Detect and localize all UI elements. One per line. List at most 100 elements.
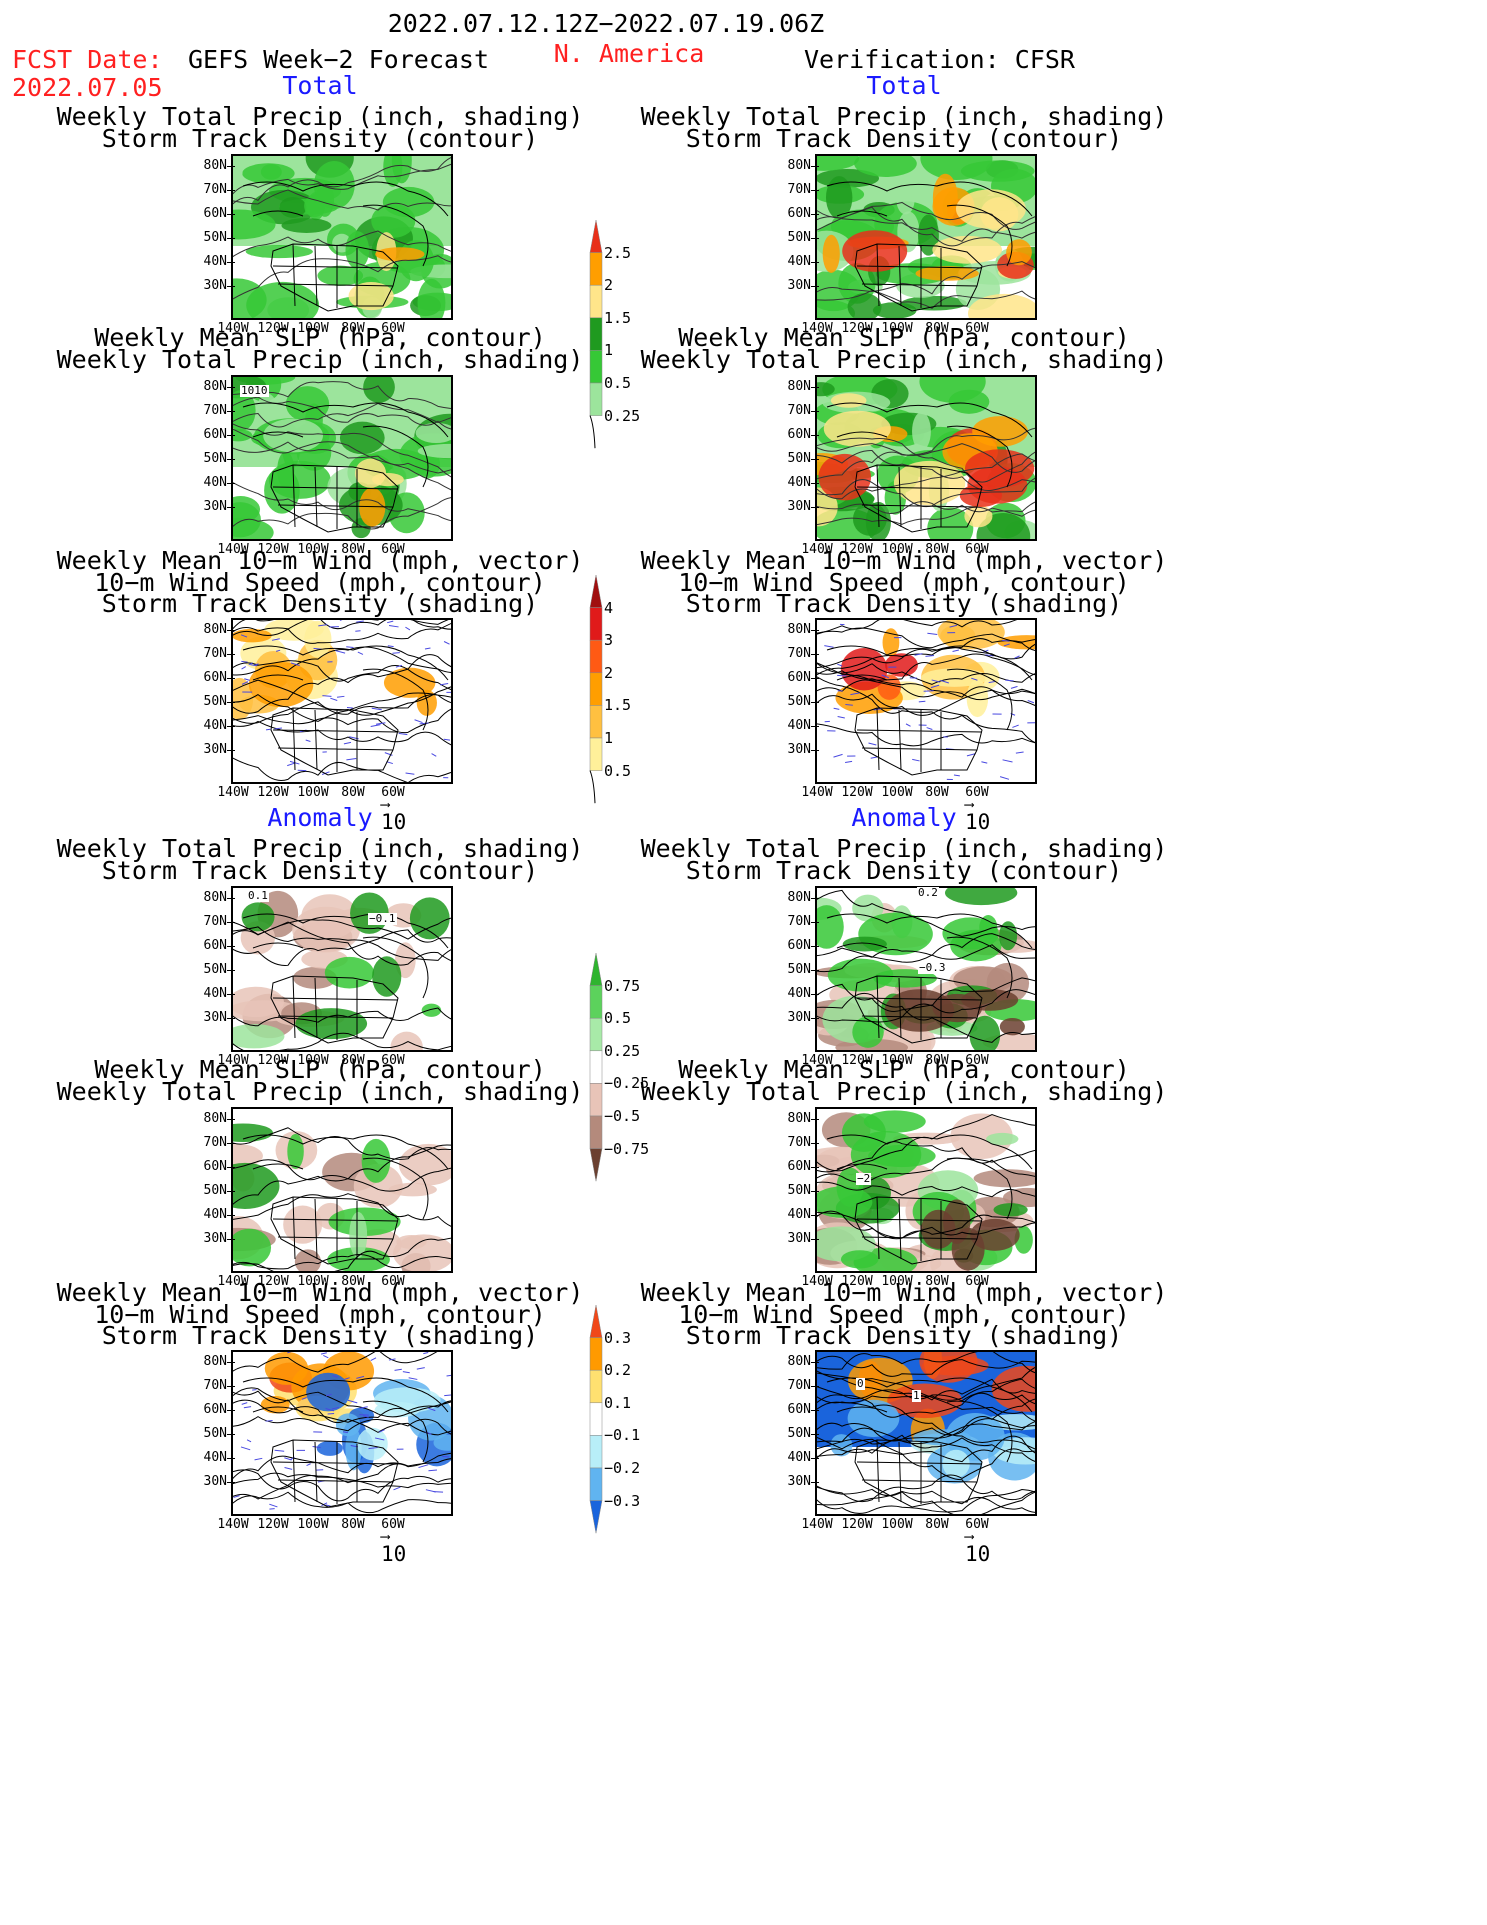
shading-blob <box>945 1413 1005 1461</box>
latitude-label: 60N <box>203 670 227 685</box>
vector-reference: ⟶ 10 <box>381 1530 406 1566</box>
latitude-label: 30N <box>787 1474 811 1489</box>
wind-vector <box>424 647 431 650</box>
longitude-label: 140W <box>801 785 833 800</box>
colorbar-label: −0.1 <box>604 1426 641 1445</box>
colorbar-segment <box>589 1083 603 1117</box>
latitude-tick <box>227 702 235 703</box>
shading-blob <box>896 184 915 215</box>
map-panel <box>815 375 1037 541</box>
shading-blob <box>991 1365 1035 1412</box>
wind-vector <box>416 1367 425 1370</box>
wind-vector <box>423 1352 429 1355</box>
wind-vector <box>287 762 295 767</box>
shading-blob <box>830 393 867 408</box>
longitude-label: 80W <box>341 321 365 336</box>
wind-vector <box>290 662 300 666</box>
latitude-label: 30N <box>203 278 227 293</box>
latitude-label: 30N <box>787 1231 811 1246</box>
longitude-label: 140W <box>801 1053 833 1068</box>
shading-blob <box>372 956 402 997</box>
latitude-tick <box>811 630 819 631</box>
shading-blob <box>940 624 976 648</box>
wind-vector <box>388 1358 396 1361</box>
contour-line <box>233 1452 451 1500</box>
latitude-label: 70N <box>787 403 811 418</box>
longitude-label: 100W <box>881 1274 913 1289</box>
usa-states-outline <box>854 1439 983 1508</box>
contour-line <box>817 1490 1035 1513</box>
colorbar-label: 1.5 <box>604 696 632 715</box>
longitude-label: 60W <box>381 1274 405 1289</box>
shading-blob <box>944 888 1018 906</box>
wind-vector <box>346 757 357 761</box>
contour-line <box>817 670 1035 698</box>
left-anomaly-heading: Anomaly <box>267 803 373 832</box>
latitude-label: 50N <box>787 962 811 977</box>
colorbar-segment <box>589 1500 603 1534</box>
wind-vector <box>254 1457 263 1461</box>
contour-line <box>817 501 1035 526</box>
latitude-tick <box>227 630 235 631</box>
panel-title-line: Storm Track Density (shading) <box>101 1321 539 1350</box>
wind-vector <box>868 742 877 746</box>
panel-title-line: Storm Track Density (shading) <box>685 1321 1123 1350</box>
latitude-label: 50N <box>787 1426 811 1441</box>
shading-blob <box>398 1143 451 1186</box>
panel-title-line: Weekly Total Precip (inch, shading) <box>640 834 1168 863</box>
wind-vector <box>418 1464 429 1469</box>
latitude-tick <box>811 1215 819 1216</box>
latitude-tick <box>227 1434 235 1435</box>
shading-blob <box>246 281 320 318</box>
wind-vector <box>370 1357 377 1361</box>
latitude-label: 30N <box>787 742 811 757</box>
wind-vector <box>244 678 251 681</box>
contour-label: 0.1 <box>247 889 269 902</box>
latitude-label: 80N <box>787 379 811 394</box>
shading-blob <box>233 1123 273 1143</box>
colorbar-label: 1.5 <box>604 308 632 327</box>
map-plot <box>233 1352 451 1514</box>
contour-label: −2 <box>856 1172 872 1185</box>
shading-blob <box>357 1427 388 1461</box>
date-range: 2022.07.12.12Z−2022.07.19.06Z <box>387 9 825 38</box>
contour-line <box>233 1193 451 1227</box>
longitude-label: 100W <box>297 542 329 557</box>
latitude-label: 80N <box>203 1354 227 1369</box>
usa-states-outline <box>854 975 983 1044</box>
latitude-label: 50N <box>203 694 227 709</box>
map-plot <box>233 156 451 318</box>
vector-reference: ⟶ 10 <box>381 798 406 834</box>
contour-line <box>817 643 1035 676</box>
latitude-label: 40N <box>787 475 811 490</box>
wind-vector <box>870 756 878 759</box>
shading-blob <box>986 1132 1019 1146</box>
contour-line <box>817 289 1035 309</box>
shading-blob <box>966 679 989 718</box>
longitude-label: 120W <box>257 542 289 557</box>
wind-vector <box>405 772 415 775</box>
contour-line <box>233 654 451 714</box>
wind-vector <box>1015 751 1024 754</box>
contour-line <box>817 453 1035 500</box>
longitude-label: 100W <box>881 321 913 336</box>
longitude-label: 140W <box>217 1274 249 1289</box>
contour-line <box>817 676 1035 744</box>
contour-line <box>817 1141 1035 1177</box>
shading-blob <box>260 1395 290 1414</box>
contour-line <box>233 646 451 676</box>
longitude-label: 120W <box>841 321 873 336</box>
latitude-label: 70N <box>787 1135 811 1150</box>
contour-line <box>817 944 1035 963</box>
longitude-label: 140W <box>801 1517 833 1532</box>
wind-vector <box>271 638 280 641</box>
latitude-label: 30N <box>203 1474 227 1489</box>
coastline <box>826 1377 1033 1463</box>
latitude-tick <box>227 970 235 971</box>
latitude-label: 80N <box>787 1111 811 1126</box>
shading-blob <box>233 1162 280 1210</box>
latitude-tick <box>227 750 235 751</box>
shading-blob <box>433 1434 451 1451</box>
contour-line <box>817 1392 1035 1418</box>
shading-blob <box>915 266 979 281</box>
